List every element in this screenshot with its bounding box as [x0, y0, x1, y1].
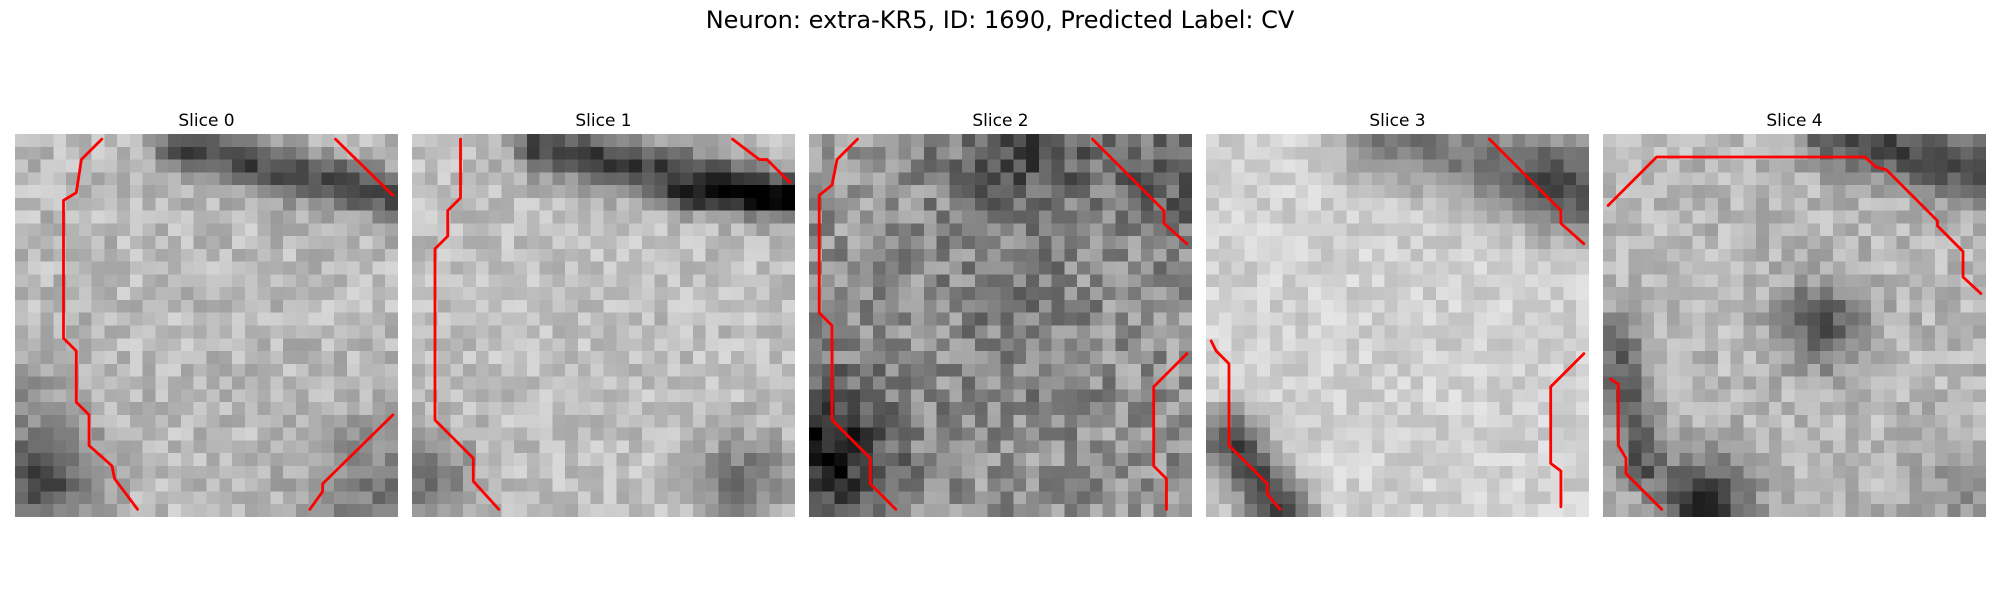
slice-image-3 — [1206, 134, 1589, 517]
contour-line-3-2 — [1549, 352, 1586, 509]
contour-line-2-0 — [817, 137, 898, 511]
slice-panel-1: Slice 1 — [412, 108, 795, 517]
slice-image-1 — [412, 134, 795, 517]
slice-title-3: Slice 3 — [1369, 111, 1426, 131]
contour-line-0-2 — [308, 413, 395, 511]
slice-panel-2: Slice 2 — [809, 108, 1192, 517]
slice-panel-3: Slice 3 — [1206, 108, 1589, 517]
figure-title: Neuron: extra-KR5, ID: 1690, Predicted L… — [705, 6, 1295, 34]
contour-line-1-1 — [731, 137, 792, 184]
slice-title-4: Slice 4 — [1766, 111, 1823, 131]
contour-line-1-0 — [433, 137, 501, 511]
slice-panel-4: Slice 4 — [1603, 108, 1986, 517]
slice-panel-0: Slice 0 — [15, 108, 398, 517]
slice-title-0: Slice 0 — [178, 111, 235, 131]
slice-title-2: Slice 2 — [972, 111, 1029, 131]
contour-line-3-1 — [1488, 137, 1586, 246]
slice-image-4 — [1603, 134, 1986, 517]
contour-line-3-0 — [1209, 339, 1282, 511]
slice-image-0 — [15, 134, 398, 517]
contour-line-4-1 — [1609, 377, 1664, 511]
slice-title-1: Slice 1 — [575, 111, 632, 131]
contour-line-0-1 — [334, 137, 395, 197]
contour-line-0-0 — [62, 137, 139, 511]
contour-line-2-1 — [1091, 137, 1189, 246]
slice-image-2 — [809, 134, 1192, 517]
contour-line-4-0 — [1606, 155, 1983, 295]
contour-line-2-2 — [1152, 352, 1189, 511]
